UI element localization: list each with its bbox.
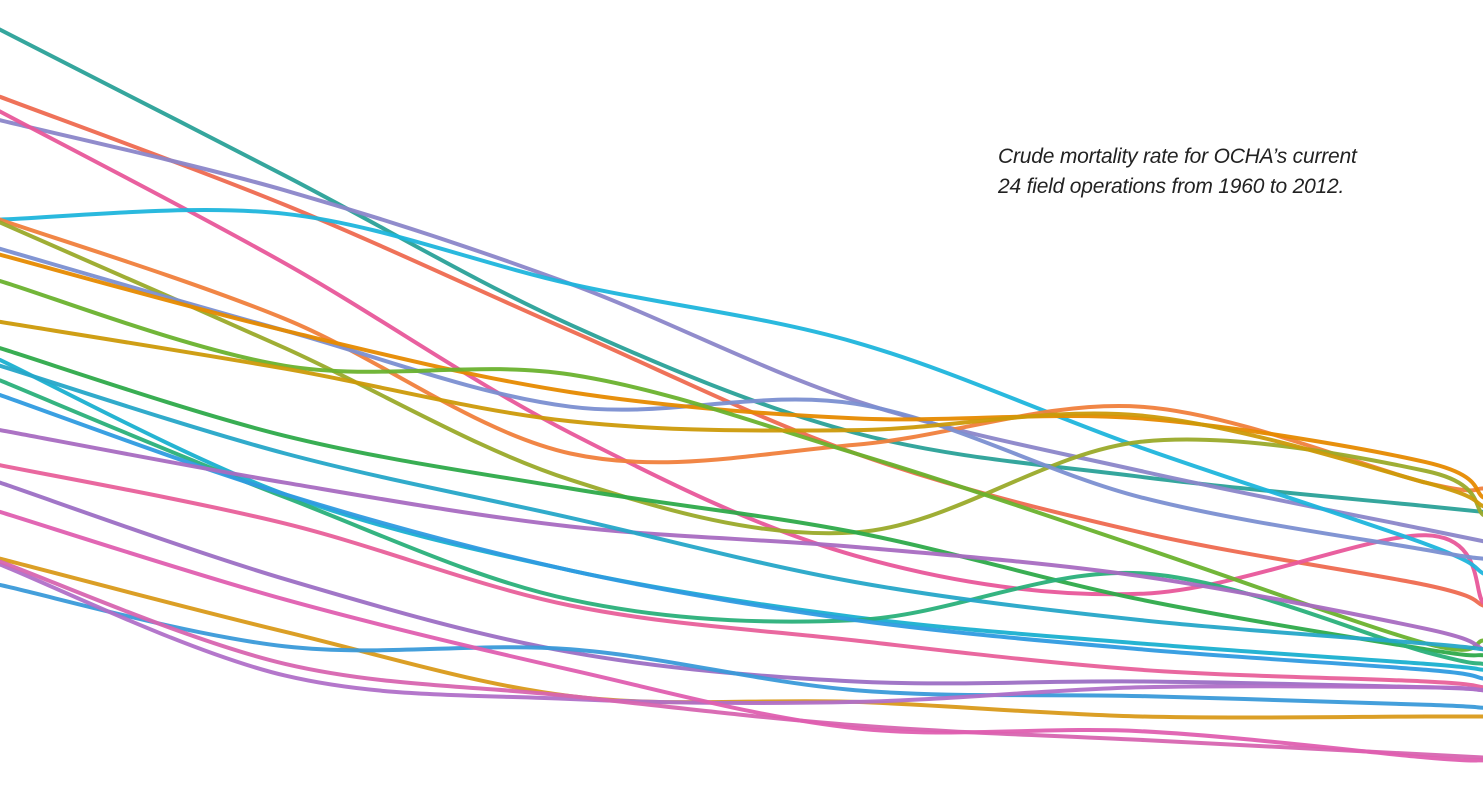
series-line-24 <box>0 363 1483 652</box>
chart-caption: Crude mortality rate for OCHA’s current … <box>998 142 1468 202</box>
series-line-15 <box>0 393 1483 681</box>
series-line-7 <box>0 220 1483 536</box>
caption-line-1: Crude mortality rate for OCHA’s current <box>998 145 1357 168</box>
series-line-11 <box>0 319 1483 509</box>
series-line-16 <box>0 428 1483 652</box>
series-line-3 <box>0 118 1483 544</box>
series-line-20 <box>0 583 1483 710</box>
series-line-17 <box>0 463 1483 690</box>
series-line-1 <box>0 27 1483 514</box>
caption-line-2: 24 field operations from 1960 to 2012. <box>998 175 1345 198</box>
series-line-23 <box>0 509 1483 763</box>
series-line-21 <box>0 562 1483 706</box>
series-line-9 <box>0 252 1483 500</box>
series-line-5 <box>0 208 1483 576</box>
series-line-10 <box>0 279 1483 652</box>
series-layer <box>0 27 1483 763</box>
